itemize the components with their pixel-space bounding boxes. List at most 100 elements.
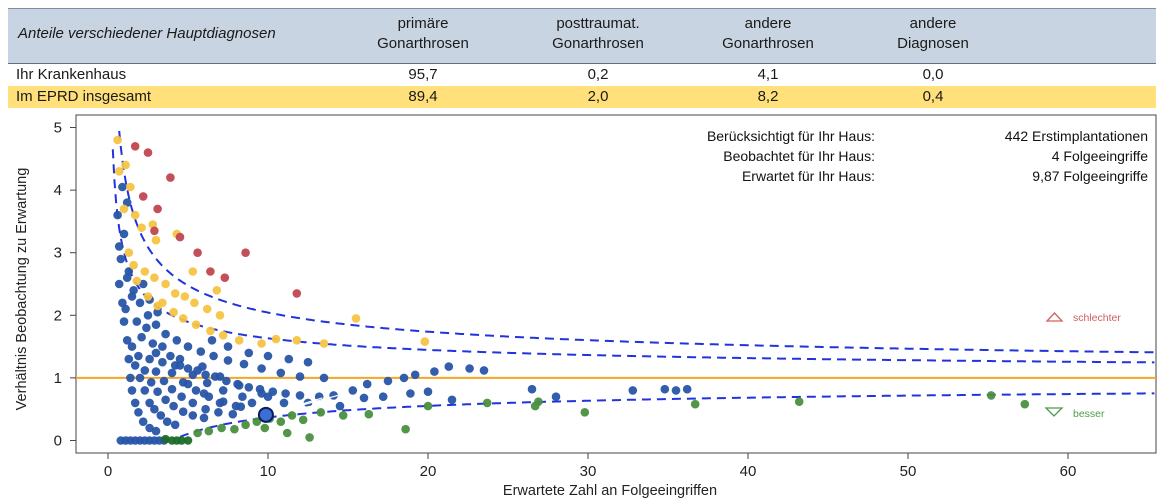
blue-data-point [124,267,134,276]
blue-data-point [145,354,154,364]
yellow-data-point [351,314,361,323]
y-tick-label: 3 [54,245,62,262]
blue-data-point [158,342,167,351]
blue-data-point [399,373,409,383]
table-row-highlighted: Im EPRD insgesamt 89,4 2,0 8,2 0,4 [8,86,1156,108]
blue-data-point [383,376,393,386]
yellow-data-point [132,276,142,286]
green-data-point [298,415,308,425]
x-tick-label: 60 [1060,463,1077,480]
blue-data-point [127,342,137,351]
blue-data-point [126,373,135,383]
blue-data-point [202,378,212,388]
red-data-point [166,173,175,182]
yellow-data-point [113,135,122,145]
green-data-point [193,428,202,438]
blue-data-point [244,348,254,358]
blue-data-point [215,398,225,408]
blue-data-point [244,383,254,392]
blue-data-point [231,401,241,411]
blue-data-point [183,342,193,351]
blue-data-point [151,426,161,436]
column-header: primäre Gonarthrosen [377,15,469,52]
blue-data-point [359,393,369,403]
green-data-point [534,397,543,407]
blue-data-point [138,417,148,427]
blue-data-point [551,392,561,402]
blue-data-point [146,378,156,387]
yellow-data-point [188,267,198,276]
yellow-data-point [143,292,153,301]
blue-data-point [378,392,388,402]
blue-data-point [295,391,305,400]
yellow-data-point [140,267,150,276]
better-triangle-icon [1044,407,1064,417]
blue-data-point [118,298,127,308]
yellow-data-point [202,304,212,314]
blue-data-point [319,373,329,383]
red-data-point [241,248,250,257]
green-data-point [230,424,239,434]
blue-data-point [124,354,134,364]
red-data-point [138,192,148,201]
blue-data-point [281,389,290,398]
blue-data-point [161,329,170,339]
blue-data-point [199,389,209,398]
blue-data-point [172,336,182,345]
blue-data-point [114,279,124,289]
blue-data-point [151,348,161,358]
red-data-point [175,232,185,242]
blue-data-point [143,311,153,320]
y-axis-label: Verhältnis Beobachtung zu Erwartung [14,168,30,411]
blue-data-point [161,395,170,405]
yellow-data-point [319,339,329,348]
yellow-data-point [212,286,222,295]
column-header: posttraumat. Gonarthrosen [552,15,644,52]
yellow-data-point [190,298,199,308]
blue-data-point [162,417,172,427]
blue-data-point [201,370,210,380]
blue-data-point [228,409,238,419]
red-data-point [130,142,140,151]
dark_green-data-point [177,436,186,445]
blue-data-point [166,351,175,361]
blue-data-point [122,336,132,345]
blue-data-point [465,364,474,373]
blue-data-point [191,386,201,395]
blue-data-point [177,392,186,402]
green-data-point [401,424,410,434]
blue-data-point [628,386,638,395]
blue-data-point [135,298,145,308]
green-data-point [338,411,348,420]
green-data-point [204,426,214,436]
blue-data-point [159,376,169,386]
blue-data-point [447,395,457,405]
yellow-data-point [169,307,178,317]
yellow-data-point [218,331,228,340]
blue-data-point [129,286,138,295]
green-data-point [241,420,250,430]
highlight-pointer-line [265,397,323,416]
blue-data-point [238,392,247,402]
yellow-data-point [121,160,130,170]
plot-frame [75,114,1157,454]
blue-data-point [303,357,313,367]
yellow-data-point [151,235,161,245]
dark_green-data-point [183,436,193,445]
y-tick-label: 1 [54,370,62,387]
blue-data-point [295,372,305,381]
blue-data-point [410,370,420,380]
x-tick-label: 0 [104,463,112,480]
yellow-data-point [119,204,129,214]
blue-data-point [169,401,178,411]
blue-data-point [444,362,454,371]
table-cell: 95,7 [408,66,438,83]
table-cell: 0,2 [587,66,609,83]
blue-data-point [284,354,294,364]
blue-data-point [682,384,692,394]
diagnosis-table: Anteile verschiedener Hauptdiagnosen pri… [8,8,1156,108]
blue-data-point [671,386,681,395]
blue-data-point [362,379,372,389]
info-label: Berücksichtigt für Ihr Haus: [707,128,875,144]
